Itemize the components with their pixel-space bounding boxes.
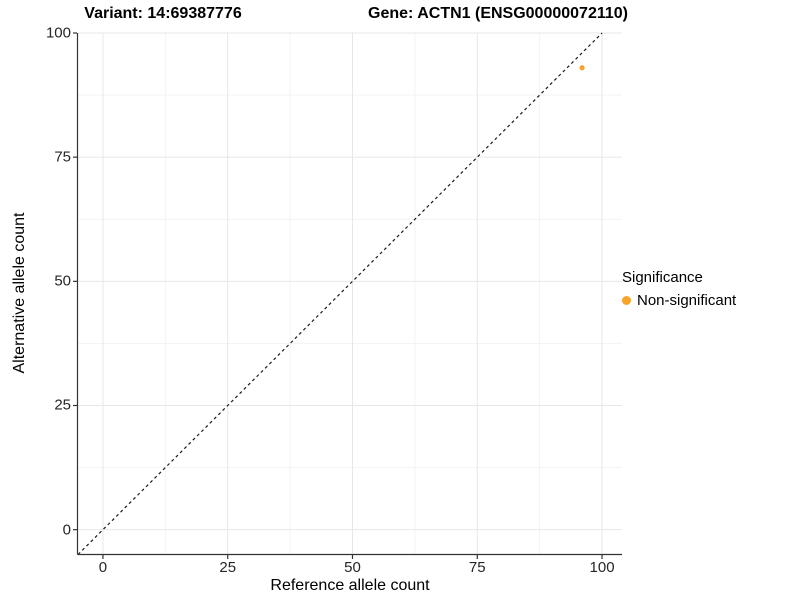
legend-title: Significance — [622, 269, 703, 286]
x-tick-label: 25 — [219, 559, 237, 576]
data-point — [579, 65, 585, 71]
legend-dot-icon — [622, 296, 631, 305]
y-tick-label: 25 — [54, 396, 71, 414]
x-tick-label: 0 — [98, 559, 108, 576]
y-tick-label: 75 — [54, 148, 71, 166]
legend-entry-non-significant: Non-significant — [622, 292, 736, 309]
y-axis-title: Alternative allele count — [11, 212, 28, 374]
legend: Significance Non-significant — [622, 268, 736, 309]
y-tick-label: 50 — [54, 272, 71, 290]
x-tick-label: 75 — [468, 559, 486, 576]
identity-line — [77, 32, 603, 555]
plot-title-gene: Gene: ACTN1 (ENSG00000072110) — [368, 5, 628, 22]
y-tick-label: 100 — [45, 24, 71, 42]
x-axis-title: Reference allele count — [270, 577, 430, 594]
x-tick-label: 50 — [344, 559, 361, 576]
x-tick-label: 100 — [589, 559, 615, 576]
legend-entry-label: Non-significant — [637, 292, 737, 309]
plot-title-variant: Variant: 14:69387776 — [84, 5, 242, 22]
y-tick-label: 0 — [62, 521, 71, 539]
